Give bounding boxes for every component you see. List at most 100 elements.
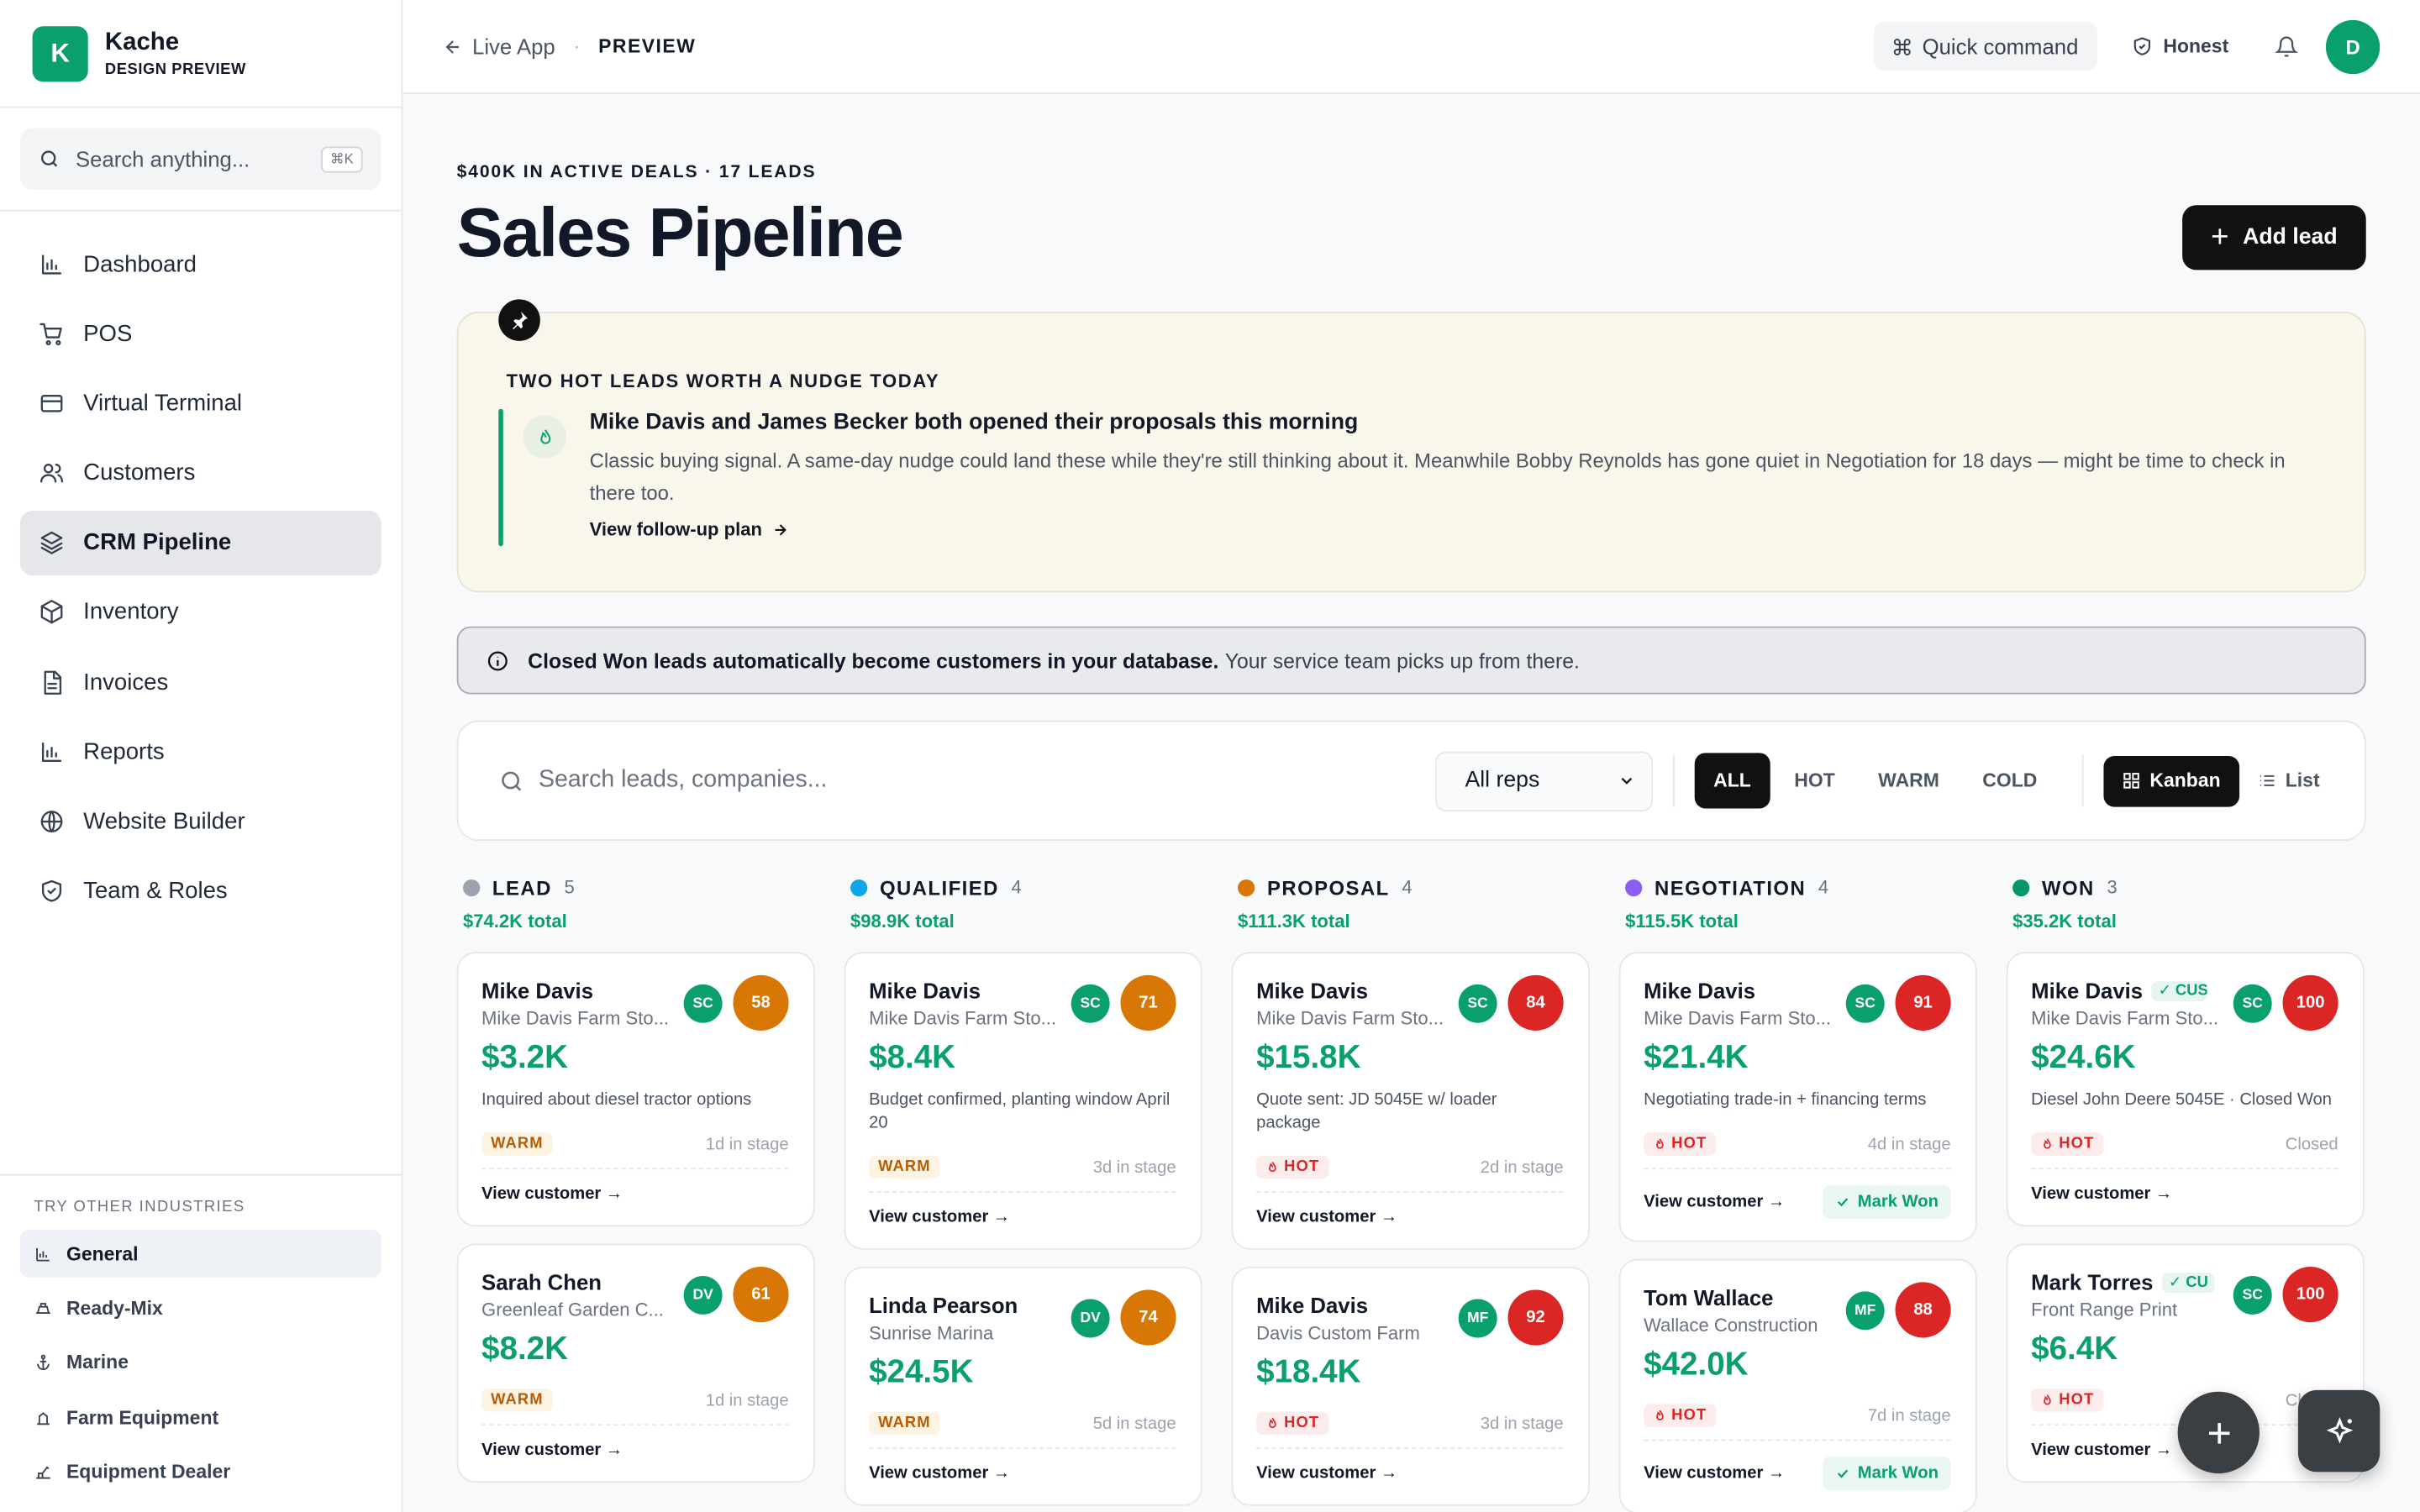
sidebar-item-label: Dashboard (83, 250, 197, 277)
mark-won-button[interactable]: Mark Won (1822, 1456, 1951, 1491)
view-customer-link[interactable]: View customer → (2031, 1441, 2173, 1460)
sidebar-item-pos[interactable]: POS (20, 302, 381, 366)
sidebar-item-invoices[interactable]: Invoices (20, 649, 381, 714)
notifications-button[interactable] (2275, 34, 2298, 58)
sidebar-search-input[interactable]: Search anything... ⌘K (19, 128, 381, 190)
kanban-view-button[interactable]: Kanban (2103, 755, 2239, 806)
view-customer-link[interactable]: View customer → (1256, 1464, 1398, 1483)
info-icon (487, 650, 508, 670)
column-title: LEAD (492, 875, 552, 899)
industry-label: Equipment Dealer (66, 1461, 231, 1483)
kanban-board: LEAD 5 $74.2K total Mike Davis Mike Davis Fa… (456, 872, 2366, 1512)
rep-avatar: SC (1845, 983, 1885, 1022)
industries-title: TRY OTHER INDUSTRIES (34, 1199, 245, 1216)
lead-card[interactable]: Mike Davis ✓ CUS Mike Davis Farm Sto... SC 1… (2006, 952, 2365, 1227)
view-customer-link[interactable]: View customer → (869, 1464, 1011, 1483)
deal-amount: $8.2K (481, 1331, 569, 1368)
column-count: 5 (564, 876, 575, 898)
view-customer-link[interactable]: View customer → (869, 1208, 1011, 1227)
page-title: Sales Pipeline (456, 192, 904, 272)
time-in-stage: 7d in stage (1867, 1406, 1951, 1425)
sidebar-item-virtual-terminal[interactable]: Virtual Terminal (20, 371, 381, 436)
column-total: $35.2K total (2012, 910, 2117, 932)
flame-icon (2044, 1394, 2051, 1405)
lead-card[interactable]: Mike Davis Mike Davis Farm Sto... SC 71 $8.4… (844, 952, 1202, 1250)
lead-card[interactable]: Mike Davis Mike Davis Farm Sto... SC 58 $3.2… (456, 952, 815, 1227)
lead-name: Sarah Chen (481, 1269, 602, 1295)
temp-filter-cold[interactable]: COLD (1982, 769, 2038, 792)
brand[interactable]: K Kache DESIGN PREVIEW (0, 0, 402, 108)
grid-icon (2123, 773, 2139, 789)
temp-filter-warm[interactable]: WARM (1878, 769, 1939, 792)
view-customer-link[interactable]: View customer → (1256, 1208, 1398, 1227)
user-avatar[interactable]: D (2325, 18, 2381, 74)
lead-search-input[interactable]: Search leads, companies... (498, 767, 1435, 795)
column-proposal: PROPOSAL 4 $111.3K total Mike Davis Mike Dav… (1231, 872, 1590, 1512)
column-title: QUALIFIED (879, 875, 999, 899)
mark-won-button[interactable]: Mark Won (1822, 1184, 1951, 1220)
industry-equipment-dealer[interactable]: Equipment Dealer (20, 1448, 381, 1496)
lead-score: 100 (2282, 1266, 2338, 1323)
sidebar-nav: Dashboard POS Virtual Terminal Customers CRM… (0, 212, 402, 949)
industry-marine[interactable]: Marine (20, 1339, 381, 1387)
view-customer-link[interactable]: View customer → (1644, 1464, 1786, 1483)
rep-avatar: DV (683, 1275, 723, 1314)
sidebar-item-crm-pipeline[interactable]: CRM Pipeline (19, 510, 381, 575)
lead-name: Mike Davis (1644, 978, 1756, 1003)
industry-label: Ready-Mix (66, 1297, 163, 1320)
lead-note: Diesel John Deere 5045E · Closed Won (2031, 1090, 2333, 1110)
pin-icon[interactable] (498, 299, 540, 341)
stage-dot (1238, 879, 1255, 896)
industry-icon (36, 1466, 50, 1479)
lead-card[interactable]: Mike Davis Mike Davis Farm Sto... SC 91 $21.… (1618, 952, 1977, 1242)
rep-select[interactable]: All reps (1435, 750, 1654, 811)
column-total: $115.5K total (1625, 910, 1739, 932)
sidebar-item-label: CRM Pipeline (83, 529, 232, 556)
deal-amount: $24.5K (869, 1354, 974, 1390)
insight-accent-bar (498, 408, 503, 547)
plus-icon: + (2211, 220, 2229, 255)
lead-card[interactable]: Mike Davis Davis Custom Farm MF 92 $18.4K HOT… (1231, 1266, 1590, 1506)
view-customer-link[interactable]: View customer → (481, 1441, 623, 1460)
column-count: 3 (2107, 876, 2118, 898)
lead-card[interactable]: Linda Pearson Sunrise Marina DV 74 $24.5K WAR… (844, 1266, 1202, 1506)
view-customer-link[interactable]: View customer → (1644, 1192, 1786, 1211)
lead-card[interactable]: Sarah Chen Greenleaf Garden C... DV 61 $8.2K… (456, 1243, 815, 1483)
lead-name: Mike Davis (481, 978, 593, 1003)
quick-command-button[interactable]: Quick command (1874, 21, 2097, 71)
sidebar-item-inventory[interactable]: Inventory (20, 580, 381, 644)
add-fab-button[interactable] (2177, 1391, 2260, 1474)
insight-body: Classic buying signal. A same-day nudge … (589, 449, 2286, 505)
deal-amount: $18.4K (1256, 1354, 1361, 1390)
temperature-label: WARM (491, 1135, 544, 1153)
add-lead-button[interactable]: + Add lead (2182, 205, 2366, 270)
temp-filter-all[interactable]: ALL (1695, 753, 1770, 809)
bell-icon (2275, 35, 2298, 56)
sidebar-item-dashboard[interactable]: Dashboard (20, 232, 381, 297)
industry-general[interactable]: General (19, 1229, 381, 1278)
view-follow-up-plan-link[interactable]: View follow-up plan (590, 518, 789, 540)
temp-filter-hot[interactable]: HOT (1794, 769, 1835, 792)
lead-company: Greenleaf Garden C... (481, 1299, 664, 1321)
rep-avatar: MF (1458, 1298, 1497, 1337)
lead-name: Mike Davis (869, 978, 981, 1003)
notice-text: Your service team picks up from there. (1224, 648, 1580, 672)
sidebar-item-website-builder[interactable]: Website Builder (20, 789, 381, 853)
industry-farm-equipment[interactable]: Farm Equipment (20, 1394, 381, 1441)
industry-ready-mix[interactable]: Ready-Mix (20, 1284, 381, 1332)
view-customer-link[interactable]: View customer → (481, 1184, 623, 1204)
list-view-button[interactable]: List (2239, 755, 2338, 806)
back-to-live-app-link[interactable]: Live App (443, 34, 555, 59)
search-icon (502, 770, 522, 790)
time-in-stage: 2d in stage (1480, 1158, 1564, 1177)
sidebar-item-customers[interactable]: Customers (20, 441, 381, 506)
lead-card[interactable]: Tom Wallace Wallace Construction MF 88 $42.0… (1618, 1258, 1977, 1512)
lead-company: Mike Davis Farm Sto... (1256, 1007, 1444, 1030)
view-customer-link[interactable]: View customer → (2031, 1184, 2173, 1204)
ai-assistant-button[interactable] (2297, 1389, 2381, 1473)
sidebar-item-team-roles[interactable]: Team & Roles (20, 858, 381, 923)
rep-avatar: SC (683, 983, 723, 1022)
sidebar-item-reports[interactable]: Reports (20, 719, 381, 784)
honest-mode-button[interactable]: Honest (2131, 35, 2228, 57)
lead-card[interactable]: Mike Davis Mike Davis Farm Sto... SC 84 $15.… (1231, 952, 1590, 1250)
